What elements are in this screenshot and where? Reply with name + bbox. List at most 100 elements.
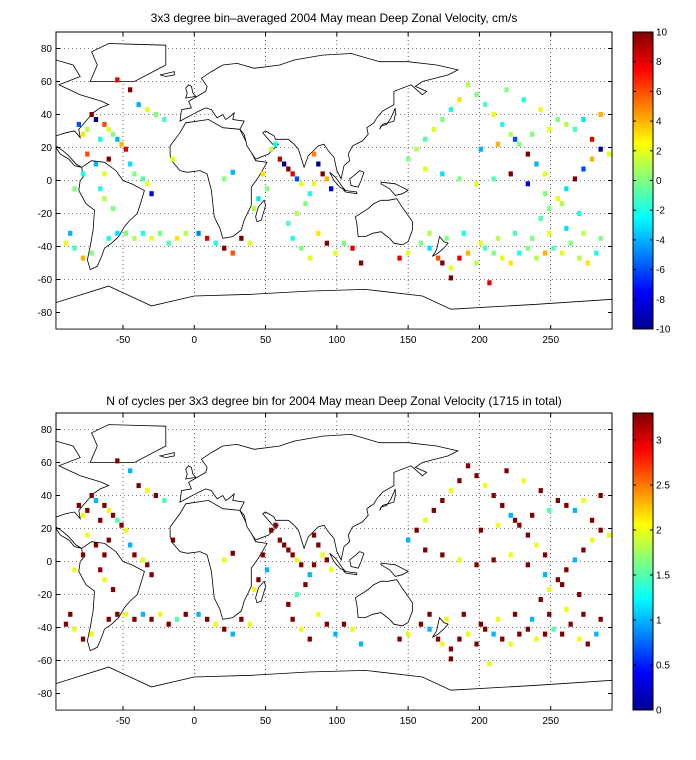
data-bin — [102, 502, 107, 508]
data-bin — [93, 117, 99, 122]
data-bin — [102, 171, 107, 177]
y-tick-label: -80 — [38, 308, 53, 319]
data-bin — [222, 176, 227, 182]
data-bin — [589, 537, 595, 543]
data-bin — [495, 141, 501, 147]
x-tick-label: 0 — [192, 716, 198, 727]
data-bin — [581, 547, 586, 553]
data-bin — [290, 171, 295, 177]
data-bin — [483, 245, 488, 251]
data-bin — [72, 626, 77, 632]
data-bin — [196, 230, 201, 236]
data-bin — [205, 616, 210, 622]
data-bin — [123, 527, 128, 533]
colorbar-tick-label: 2 — [656, 146, 662, 157]
coastline — [432, 235, 449, 257]
data-bin — [581, 498, 586, 503]
data-bin — [93, 542, 99, 548]
data-bin — [564, 502, 569, 508]
data-bin — [431, 507, 436, 513]
data-bin — [508, 641, 513, 647]
x-tick-label: 150 — [400, 335, 417, 346]
data-bin — [136, 483, 141, 489]
data-bin — [307, 255, 312, 261]
data-bin — [123, 230, 128, 236]
data-bin — [256, 196, 261, 202]
x-tick-label: 200 — [471, 335, 488, 346]
data-bin — [98, 186, 103, 192]
data-bin — [478, 621, 483, 627]
data-bin — [72, 245, 77, 251]
coastline — [89, 43, 167, 82]
data-bin — [247, 621, 252, 627]
data-bin — [500, 255, 505, 261]
data-bin — [157, 611, 163, 617]
data-bin — [102, 552, 107, 558]
data-bin — [140, 230, 146, 236]
data-bin — [517, 250, 522, 256]
coastline — [55, 666, 613, 711]
data-bin — [551, 626, 556, 632]
data-bin — [448, 656, 454, 662]
data-bin — [128, 161, 133, 167]
data-bin — [448, 275, 454, 281]
data-bin — [551, 245, 556, 251]
colorbar-gradient — [632, 412, 654, 711]
data-bin — [525, 532, 530, 538]
data-bin — [457, 176, 462, 182]
x-tick-label: 150 — [400, 716, 417, 727]
colorbar-tick-label: -2 — [656, 206, 665, 217]
data-bin — [106, 507, 111, 513]
data-bin — [427, 245, 432, 251]
data-bin — [110, 512, 116, 518]
data-bin — [547, 507, 552, 513]
data-bin — [435, 255, 441, 261]
data-bin — [324, 557, 329, 563]
data-bin — [555, 117, 560, 122]
data-bin — [440, 498, 445, 503]
data-bin — [299, 562, 304, 568]
y-tick-label: -40 — [38, 623, 53, 634]
data-bin — [478, 146, 483, 152]
data-bin — [183, 230, 188, 236]
data-bin — [149, 191, 154, 197]
coastline — [354, 198, 413, 246]
data-bin — [538, 216, 543, 221]
data-bin — [80, 512, 86, 518]
data-bin — [123, 611, 128, 617]
x-tick-label: 50 — [260, 716, 272, 727]
data-bin — [286, 166, 291, 172]
y-tick-label: 80 — [41, 44, 53, 55]
y-tick-label: -20 — [38, 209, 53, 220]
y-tick-label: 20 — [41, 143, 53, 154]
data-bin — [542, 191, 548, 197]
data-bin — [115, 77, 120, 83]
x-tick-label: 0 — [192, 335, 198, 346]
data-bin — [457, 636, 462, 642]
coastline — [380, 181, 409, 196]
data-bin — [483, 102, 488, 108]
data-bin — [303, 201, 308, 207]
data-bin — [530, 512, 535, 518]
data-bin — [102, 196, 107, 202]
data-bin — [568, 240, 573, 246]
data-bin — [530, 616, 535, 622]
y-tick-label: 0 — [46, 176, 52, 187]
data-bin — [431, 126, 436, 132]
data-bin — [290, 552, 295, 558]
coastline — [343, 570, 358, 576]
data-bin — [414, 527, 419, 533]
data-bin — [89, 250, 94, 256]
data-bin — [89, 631, 94, 637]
colorbar-tick-label: 4 — [656, 117, 662, 128]
data-bin — [435, 636, 441, 642]
data-bin — [350, 626, 355, 632]
data-bin — [145, 488, 150, 494]
data-bin — [534, 636, 539, 642]
data-bin — [76, 121, 81, 127]
colorbar-tick-label: -10 — [656, 325, 671, 336]
data-bin — [286, 220, 291, 226]
data-bin — [474, 92, 479, 98]
data-bin — [491, 112, 496, 117]
data-bin — [311, 532, 317, 538]
